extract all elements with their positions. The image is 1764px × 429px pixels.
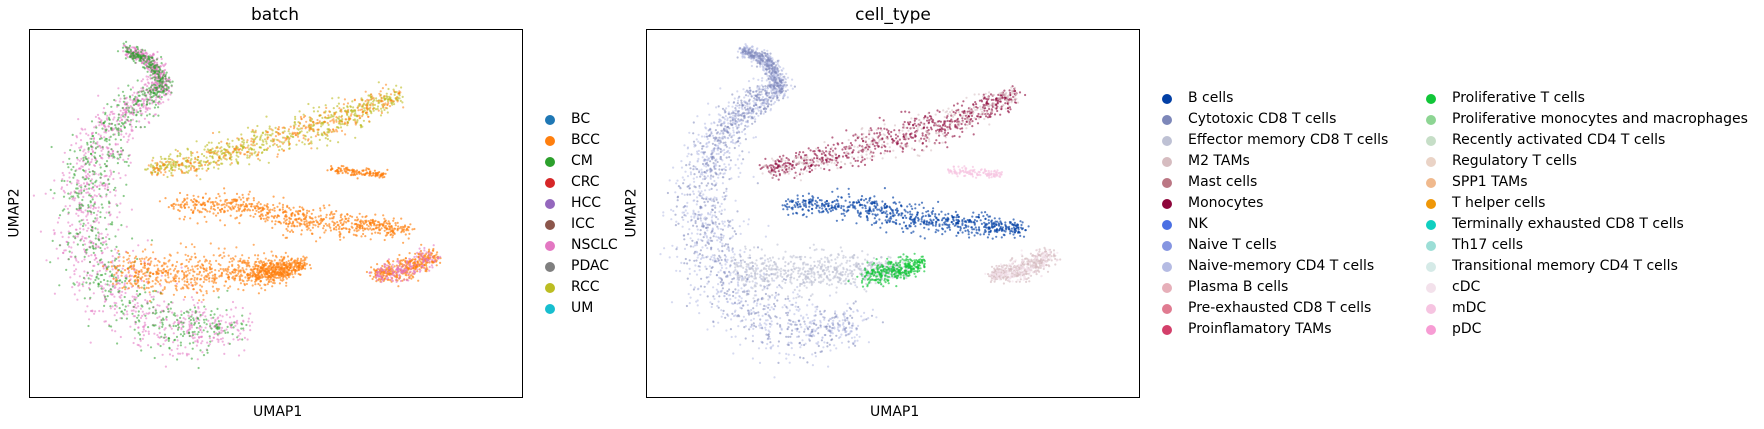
- legend-label: Regulatory T cells: [1452, 153, 1577, 169]
- legend-label: NK: [1188, 216, 1208, 232]
- legend-label: Cytotoxic CD8 T cells: [1188, 111, 1337, 127]
- legend-label: Proinflamatory TAMs: [1188, 321, 1332, 337]
- scatter-points: [242, 251, 312, 295]
- legend-label: ICC: [571, 216, 595, 232]
- legend-label: BCC: [571, 132, 600, 148]
- legend-label: CRC: [571, 174, 600, 190]
- legend-marker: [1426, 178, 1436, 188]
- legend-label: Monocytes: [1188, 195, 1264, 211]
- scatter-points: [158, 187, 416, 244]
- batch-ylabel: UMAP2: [6, 188, 23, 238]
- cell-type-scatter: [659, 43, 1062, 379]
- legend-marker: [1162, 325, 1172, 335]
- legend-label: Proliferative monocytes and macrophages: [1452, 111, 1748, 127]
- legend-marker: [545, 178, 555, 188]
- legend-label: B cells: [1188, 90, 1234, 106]
- legend-marker: [1426, 220, 1436, 230]
- legend-marker: [545, 262, 555, 272]
- legend-marker: [545, 115, 555, 125]
- legend-marker: [1426, 325, 1436, 335]
- scatter-points: [147, 83, 405, 177]
- legend-label: PDAC: [571, 258, 610, 274]
- legend-label: SPP1 TAMs: [1452, 174, 1528, 190]
- legend-label: Plasma B cells: [1188, 279, 1289, 295]
- legend-marker: [1426, 241, 1436, 251]
- legend-marker: [545, 283, 555, 293]
- legend-marker: [1162, 241, 1172, 251]
- legend-label: Naive-memory CD4 T cells: [1188, 258, 1375, 274]
- batch-scatter: [32, 40, 442, 370]
- legend-label: mDC: [1452, 300, 1487, 316]
- legend-marker: [1162, 94, 1172, 104]
- legend-marker: [1426, 283, 1436, 293]
- scatter-points: [758, 85, 1027, 181]
- legend-marker: [1426, 199, 1436, 209]
- legend-label: Terminally exhausted CD8 T cells: [1452, 216, 1684, 232]
- scatter-points: [847, 252, 926, 288]
- scatter-points: [781, 187, 1030, 240]
- legend-marker: [1162, 220, 1172, 230]
- scatter-points: [368, 244, 442, 284]
- cell-type-plot-area: [646, 29, 1140, 398]
- legend-marker: [1426, 157, 1436, 167]
- batch-xlabel: UMAP1: [253, 404, 303, 420]
- legend-label: M2 TAMs: [1188, 153, 1250, 169]
- legend-marker: [1426, 262, 1436, 272]
- legend-label: HCC: [571, 195, 602, 211]
- scatter-points: [984, 248, 1059, 283]
- legend-marker: [1162, 178, 1172, 188]
- legend-label: Transitional memory CD4 T cells: [1452, 258, 1678, 274]
- legend-label: Pre-exhausted CD8 T cells: [1188, 300, 1372, 316]
- legend-label: CM: [571, 153, 593, 169]
- scatter-points: [761, 86, 1020, 182]
- legend-label: Effector memory CD8 T cells: [1188, 132, 1389, 148]
- scatter-points: [32, 44, 254, 368]
- legend-marker: [1426, 304, 1436, 314]
- batch-plot-area: [29, 29, 523, 398]
- scatter-points: [326, 164, 389, 180]
- legend-label: Proliferative T cells: [1452, 90, 1585, 106]
- legend-marker: [545, 136, 555, 146]
- scatter-points: [49, 40, 248, 370]
- legend-marker: [1162, 136, 1172, 146]
- legend-marker: [1162, 115, 1172, 125]
- legend-marker: [1162, 199, 1172, 209]
- legend-label: cDC: [1452, 279, 1481, 295]
- legend-marker: [545, 157, 555, 167]
- legend-label: pDC: [1452, 321, 1482, 337]
- cell-type-xlabel: UMAP1: [870, 404, 920, 420]
- legend-label: UM: [571, 300, 594, 316]
- legend-marker: [545, 241, 555, 251]
- legend-marker: [1162, 283, 1172, 293]
- legend-marker: [545, 199, 555, 209]
- legend-label: Recently activated CD4 T cells: [1452, 132, 1666, 148]
- legend-marker: [1426, 94, 1436, 104]
- legend-label: Naive T cells: [1188, 237, 1277, 253]
- batch-title: batch: [251, 5, 299, 25]
- cell-type-ylabel: UMAP2: [623, 188, 640, 238]
- legend-marker: [545, 220, 555, 230]
- cell-type-title: cell_type: [855, 5, 931, 25]
- legend-marker: [1162, 157, 1172, 167]
- legend-label: NSCLC: [571, 237, 618, 253]
- legend-marker: [545, 304, 555, 314]
- legend-label: Th17 cells: [1452, 237, 1524, 253]
- legend-marker: [1162, 304, 1172, 314]
- legend-label: Mast cells: [1188, 174, 1258, 190]
- legend-label: T helper cells: [1452, 195, 1546, 211]
- legend-marker: [1426, 136, 1436, 146]
- legend-label: BC: [571, 111, 591, 127]
- legend-marker: [1426, 115, 1436, 125]
- legend-marker: [1162, 262, 1172, 272]
- legend-label: RCC: [571, 279, 600, 295]
- scatter-points: [947, 165, 1003, 179]
